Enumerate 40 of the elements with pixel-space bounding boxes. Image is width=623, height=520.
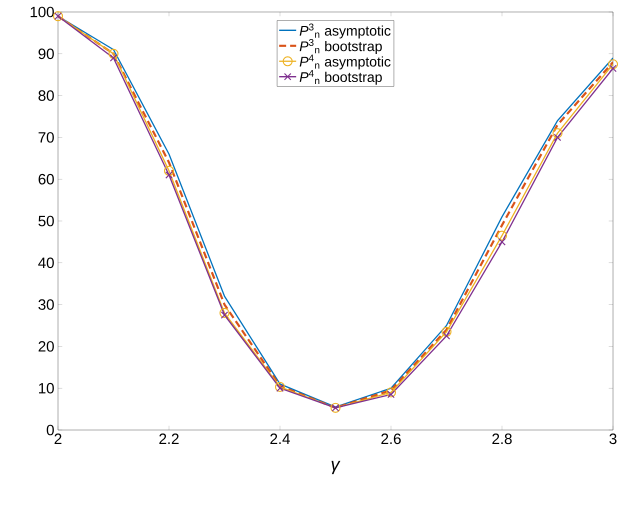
point [498,238,506,246]
point [552,128,563,138]
x-tick-label: 2.2 [159,434,179,444]
point [442,332,450,340]
x-tick-label: 3 [609,434,617,444]
y-tick-label: 20 [38,341,54,352]
y-tick-label: 30 [38,299,54,310]
x-axis-title: γ [332,460,340,474]
point [108,48,119,59]
point [608,59,618,70]
y-tick-label: 90 [38,48,54,60]
point [164,166,174,176]
point [387,390,395,398]
x-tick-label: 2.8 [492,434,512,444]
point [219,308,230,318]
legend-label: P$^{4}$$_{n}$ asymptotic [300,54,391,70]
point [496,230,508,241]
y-tick-label: 0 [46,424,54,436]
y-tick-label: 60 [38,174,54,184]
point [441,326,452,337]
x-tick-label: 2 [54,434,62,444]
point [276,384,284,392]
y-tick-label: 70 [38,132,54,143]
point [110,54,118,62]
point [554,134,562,142]
y-tick-label: 80 [38,90,54,101]
x-tick-label: 2.6 [381,434,401,444]
point [386,387,396,398]
y-tick-label: 100 [30,6,54,18]
x-tick-label: 2.4 [270,434,290,444]
point [220,311,228,319]
y-tick-label: 40 [38,258,54,268]
legend-label: P$^{3}$$_{n}$ asymptotic [300,24,391,38]
legend-label: P$^{4}$$_{n}$ bootstrap [300,70,382,85]
point [165,171,173,179]
y-tick-label: 10 [39,382,54,394]
point [609,64,617,72]
legend-label: P$^{3}$$_{n}$ bootstrap [300,39,382,54]
y-tick-label: 50 [38,216,54,226]
point [274,382,286,392]
